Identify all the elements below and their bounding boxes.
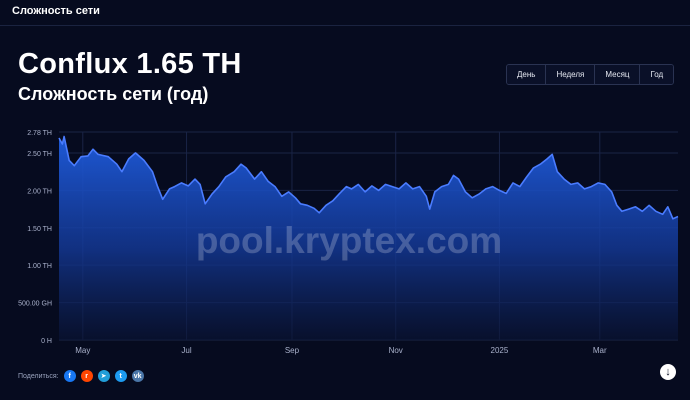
period-day-button[interactable]: День [507,65,547,84]
x-axis: May Jul Sep Nov 2025 Mar [75,346,607,355]
period-week-button[interactable]: Неделя [546,65,596,84]
telegram-icon[interactable]: ➤ [97,370,110,382]
share-label: Поделиться: [18,372,59,380]
y-tick-label: 0 H [41,338,52,345]
y-tick-label: 2.50 TH [27,151,52,158]
share-bar: Поделиться: f r ➤ t vk [18,370,149,382]
reddit-icon[interactable]: r [80,370,93,382]
x-tick-label: Jul [181,346,191,355]
x-tick-label: Mar [593,346,607,355]
difficulty-area [59,136,678,340]
y-tick-label: 1.50 TH [27,226,52,233]
x-tick-label: Sep [285,346,300,355]
page-subtitle: Сложность сети (год) [18,84,209,104]
period-year-button[interactable]: Год [640,65,674,84]
y-tick-label: 2.00 TH [27,188,52,195]
difficulty-chart: 0 H 500.00 GH 1.00 TH 1.50 TH 2.00 TH 2.50 TH… [0,118,690,358]
period-selector: День Неделя Месяц Год [506,64,675,85]
twitter-icon[interactable]: t [114,370,127,382]
scroll-down-icon[interactable]: ↓ [660,364,676,380]
vk-icon[interactable]: vk [131,370,144,382]
period-month-button[interactable]: Месяц [595,65,641,84]
x-tick-label: May [75,346,90,355]
page-title: Conflux 1.65 TH [18,48,242,80]
top-bar: Сложность сети [0,0,690,26]
facebook-icon[interactable]: f [63,370,76,382]
x-tick-label: Nov [389,346,403,355]
y-axis: 0 H 500.00 GH 1.00 TH 1.50 TH 2.00 TH 2.50 TH… [18,130,52,345]
y-tick-label: 500.00 GH [18,301,52,308]
watermark: pool.kryptex.com [196,220,502,261]
top-bar-title: Сложность сети [12,5,100,17]
y-tick-label: 1.00 TH [27,263,52,270]
difficulty-line [58,135,679,220]
x-tick-label: 2025 [491,346,509,355]
difficulty-chart-svg: 0 H 500.00 GH 1.00 TH 1.50 TH 2.00 TH 2.50 TH… [18,130,679,355]
y-tick-label: 2.78 TH [27,130,52,137]
